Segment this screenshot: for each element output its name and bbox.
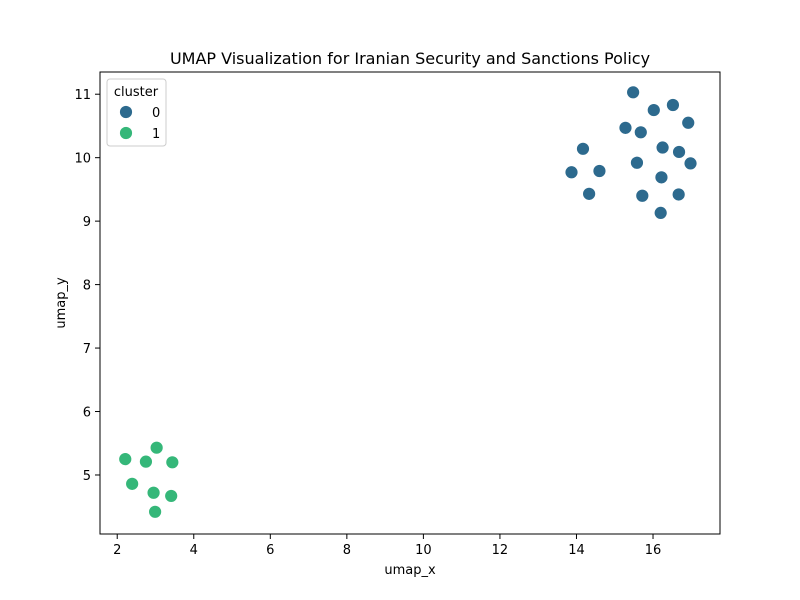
data-point-cluster-0 — [671, 187, 686, 202]
legend-label-1: 1 — [152, 127, 160, 142]
data-point-cluster-0 — [666, 98, 680, 112]
data-point-cluster-0 — [681, 115, 696, 130]
y-axis-label: umap_y — [54, 277, 69, 329]
legend-marker-0 — [119, 105, 133, 119]
data-point-cluster-0 — [654, 170, 669, 185]
y-tick-label: 7 — [83, 342, 91, 357]
data-point-cluster-0 — [672, 145, 686, 159]
x-tick-label: 12 — [492, 543, 509, 558]
data-point-cluster-0 — [576, 141, 590, 156]
x-tick-label: 8 — [343, 543, 351, 558]
data-point-cluster-1 — [146, 485, 161, 500]
y-tick-label: 8 — [83, 279, 91, 294]
legend-title: cluster — [114, 85, 159, 100]
data-point-cluster-0 — [653, 205, 668, 220]
data-point-cluster-0 — [633, 125, 648, 140]
x-tick-label: 10 — [415, 543, 432, 558]
x-axis-ticks: 2 4 6 8 10 12 14 16 — [113, 534, 661, 558]
x-tick-label: 16 — [645, 543, 662, 558]
data-points — [118, 85, 698, 519]
legend: cluster 0 1 — [106, 78, 167, 147]
x-axis-label: umap_x — [384, 563, 436, 578]
y-tick-label: 5 — [83, 469, 91, 484]
data-point-cluster-1 — [125, 476, 140, 491]
data-point-cluster-1 — [118, 452, 133, 467]
y-tick-label: 10 — [74, 152, 91, 167]
data-point-cluster-0 — [592, 164, 607, 178]
x-tick-label: 14 — [568, 543, 585, 558]
data-point-cluster-0 — [683, 156, 698, 171]
chart-title: UMAP Visualization for Iranian Security … — [170, 49, 650, 68]
y-axis-ticks: 5 6 7 8 9 10 11 — [74, 88, 100, 484]
legend-label-0: 0 — [152, 106, 160, 121]
data-point-cluster-1 — [148, 504, 163, 519]
data-point-cluster-0 — [655, 140, 670, 155]
y-tick-label: 9 — [83, 215, 91, 230]
legend-marker-1 — [119, 126, 133, 140]
data-point-cluster-0 — [618, 120, 633, 135]
data-point-cluster-0 — [564, 165, 579, 180]
x-tick-label: 4 — [190, 543, 198, 558]
plot-frame — [99, 71, 721, 535]
data-point-cluster-1 — [149, 440, 164, 455]
data-point-cluster-0 — [630, 155, 644, 170]
data-point-cluster-0 — [646, 103, 661, 117]
data-point-cluster-0 — [582, 186, 597, 201]
y-tick-label: 6 — [83, 406, 91, 421]
data-point-cluster-1 — [139, 454, 153, 469]
data-point-cluster-1 — [165, 455, 180, 470]
x-tick-label: 2 — [113, 543, 121, 558]
x-tick-label: 6 — [266, 543, 274, 558]
plot-area — [100, 72, 720, 534]
y-tick-label: 11 — [74, 88, 91, 103]
data-point-cluster-1 — [164, 489, 179, 503]
data-point-cluster-0 — [626, 85, 641, 100]
data-point-cluster-0 — [635, 188, 650, 203]
